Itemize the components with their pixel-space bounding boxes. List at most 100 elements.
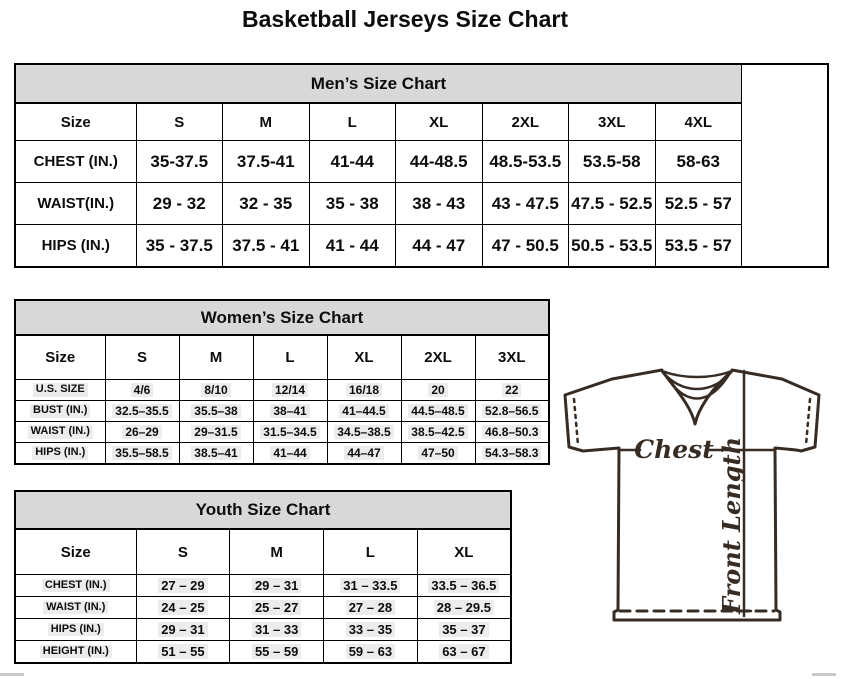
mens-col-header-4xl: 4XL bbox=[654, 102, 742, 141]
size-value-cell: 48.5-53.5 bbox=[481, 140, 569, 183]
size-value-cell: 29 - 32 bbox=[135, 182, 223, 225]
collar-v-neck bbox=[660, 369, 734, 426]
womens-col-header-xl: XL bbox=[326, 334, 402, 380]
mens-chart-title-row: Men’s Size Chart bbox=[14, 63, 828, 104]
youth-row-waist: WAIST (IN.) 24 – 25 25 – 27 27 – 28 28 –… bbox=[14, 596, 512, 619]
size-value-cell: 41 - 44 bbox=[308, 224, 396, 268]
scrollbar-left-thumb[interactable] bbox=[0, 673, 24, 676]
size-value: 35.5–58.5 bbox=[112, 445, 172, 461]
womens-size-chart-table: Women’s Size Chart Size S M L XL 2XL 3XL… bbox=[14, 299, 550, 465]
size-value-cell: 32 - 35 bbox=[222, 182, 310, 225]
size-value-cell: 38.5–42.5 bbox=[400, 421, 476, 443]
size-value: 63 – 67 bbox=[439, 643, 489, 660]
row-label-text: WAIST (IN.) bbox=[43, 600, 109, 615]
size-value-cell: 31 – 33 bbox=[229, 618, 324, 641]
row-label: BUST (IN.) bbox=[14, 400, 106, 422]
size-value: 29 – 31 bbox=[251, 577, 302, 594]
size-value-cell: 25 – 27 bbox=[229, 596, 324, 619]
size-value-cell: 43 - 47.5 bbox=[481, 182, 569, 225]
size-value: 29 – 31 bbox=[158, 621, 208, 638]
size-value: 35.5–38 bbox=[191, 403, 241, 419]
row-label-text: CHEST (IN.) bbox=[41, 578, 110, 593]
size-value-cell: 52.8–56.5 bbox=[474, 400, 550, 422]
row-label: HIPS (IN.) bbox=[14, 224, 137, 268]
size-value-cell: 29 – 31 bbox=[229, 574, 324, 597]
size-value-cell: 26–29 bbox=[104, 421, 180, 443]
row-label: U.S. SIZE bbox=[14, 379, 106, 401]
size-value-cell: 33.5 – 36.5 bbox=[416, 574, 512, 597]
size-value: 29–31.5 bbox=[191, 424, 241, 440]
youth-chart-title-row: Youth Size Chart bbox=[14, 490, 512, 530]
size-value-cell: 44-48.5 bbox=[395, 140, 483, 183]
youth-row-chest: CHEST (IN.) 27 – 29 29 – 31 31 – 33.5 33… bbox=[14, 574, 512, 597]
mens-col-header-l: L bbox=[308, 102, 396, 141]
size-value-cell: 63 – 67 bbox=[416, 640, 512, 664]
size-value: 25 – 27 bbox=[251, 599, 302, 616]
size-value: 55 – 59 bbox=[251, 643, 302, 660]
size-value-cell: 54.3–58.3 bbox=[474, 442, 550, 465]
size-value-cell: 35-37.5 bbox=[135, 140, 223, 183]
size-value-cell: 52.5 - 57 bbox=[654, 182, 742, 225]
size-value-cell: 51 – 55 bbox=[135, 640, 231, 664]
womens-chart-title-row: Women’s Size Chart bbox=[14, 299, 550, 336]
womens-col-header-s: S bbox=[104, 334, 180, 380]
size-value-cell: 46.8–50.3 bbox=[474, 421, 550, 443]
row-label-text: HIPS (IN.) bbox=[32, 446, 89, 460]
size-value: 34.5–38.5 bbox=[334, 424, 394, 440]
womens-header-row: Size S M L XL 2XL 3XL bbox=[14, 334, 550, 380]
front-length-label: Front Length bbox=[717, 437, 746, 615]
row-label-text: HIPS (IN.) bbox=[47, 622, 104, 637]
youth-row-hips: HIPS (IN.) 29 – 31 31 – 33 33 – 35 35 – … bbox=[14, 618, 512, 641]
size-value-cell: 35.5–38 bbox=[178, 400, 254, 422]
size-value: 54.3–58.3 bbox=[482, 445, 542, 461]
size-value: 31 – 33.5 bbox=[340, 577, 401, 594]
size-value-cell: 12/14 bbox=[252, 379, 328, 401]
youth-col-header-l: L bbox=[323, 528, 418, 575]
size-value-cell: 16/18 bbox=[326, 379, 402, 401]
mens-row-waist: WAIST(IN.) 29 - 32 32 - 35 35 - 38 38 - … bbox=[14, 182, 828, 225]
size-value: 38.5–42.5 bbox=[408, 424, 468, 440]
youth-col-header-m: M bbox=[229, 528, 324, 575]
left-cuff-dash bbox=[572, 397, 580, 447]
size-value-cell: 47.5 - 52.5 bbox=[568, 182, 656, 225]
page-title: Basketball Jerseys Size Chart bbox=[241, 6, 568, 32]
womens-chart-title: Women’s Size Chart bbox=[14, 299, 550, 336]
size-value-cell: 41–44.5 bbox=[326, 400, 402, 422]
jersey-outline bbox=[563, 368, 821, 622]
size-value: 35 – 37 bbox=[439, 621, 489, 638]
womens-col-header-l: L bbox=[252, 334, 328, 380]
youth-row-height: HEIGHT (IN.) 51 – 55 55 – 59 59 – 63 63 … bbox=[14, 640, 512, 664]
right-cuff-dash bbox=[804, 397, 812, 447]
scrollbar-right-thumb[interactable] bbox=[812, 673, 836, 676]
size-value-cell: 55 – 59 bbox=[229, 640, 324, 664]
size-value-cell: 35 - 37.5 bbox=[135, 224, 223, 268]
womens-row-bust: BUST (IN.) 32.5–35.5 35.5–38 38–41 41–44… bbox=[14, 400, 550, 422]
row-label-text: U.S. SIZE bbox=[32, 383, 88, 397]
size-value-cell: 47–50 bbox=[400, 442, 476, 465]
youth-header-row: Size S M L XL bbox=[14, 528, 512, 575]
size-value: 27 – 29 bbox=[158, 577, 208, 594]
size-value: 33.5 – 36.5 bbox=[428, 577, 500, 594]
size-value-cell: 27 – 29 bbox=[135, 574, 231, 597]
size-value-cell: 22 bbox=[474, 379, 550, 401]
youth-col-header-s: S bbox=[135, 528, 231, 575]
row-label: HIPS (IN.) bbox=[14, 442, 106, 465]
mens-col-header-s: S bbox=[135, 102, 223, 141]
size-value-cell: 59 – 63 bbox=[323, 640, 418, 664]
womens-col-header-2xl: 2XL bbox=[400, 334, 476, 380]
size-value-cell: 37.5 - 41 bbox=[222, 224, 310, 268]
size-value-cell: 37.5-41 bbox=[222, 140, 310, 183]
size-value: 8/10 bbox=[201, 382, 231, 398]
size-value: 59 – 63 bbox=[345, 643, 396, 660]
size-value: 4/6 bbox=[130, 382, 154, 398]
size-value-cell: 44.5–48.5 bbox=[400, 400, 476, 422]
womens-row-waist: WAIST (IN.) 26–29 29–31.5 31.5–34.5 34.5… bbox=[14, 421, 550, 443]
size-value: 47–50 bbox=[418, 445, 458, 461]
size-value-cell: 24 – 25 bbox=[135, 596, 231, 619]
size-value: 28 – 29.5 bbox=[433, 599, 494, 616]
collar-band-arc-1 bbox=[660, 369, 734, 379]
size-value-cell: 53.5-58 bbox=[568, 140, 656, 183]
size-value-cell: 41–44 bbox=[252, 442, 328, 465]
row-label-text: HEIGHT (IN.) bbox=[39, 644, 112, 659]
size-value-cell: 27 – 28 bbox=[323, 596, 418, 619]
